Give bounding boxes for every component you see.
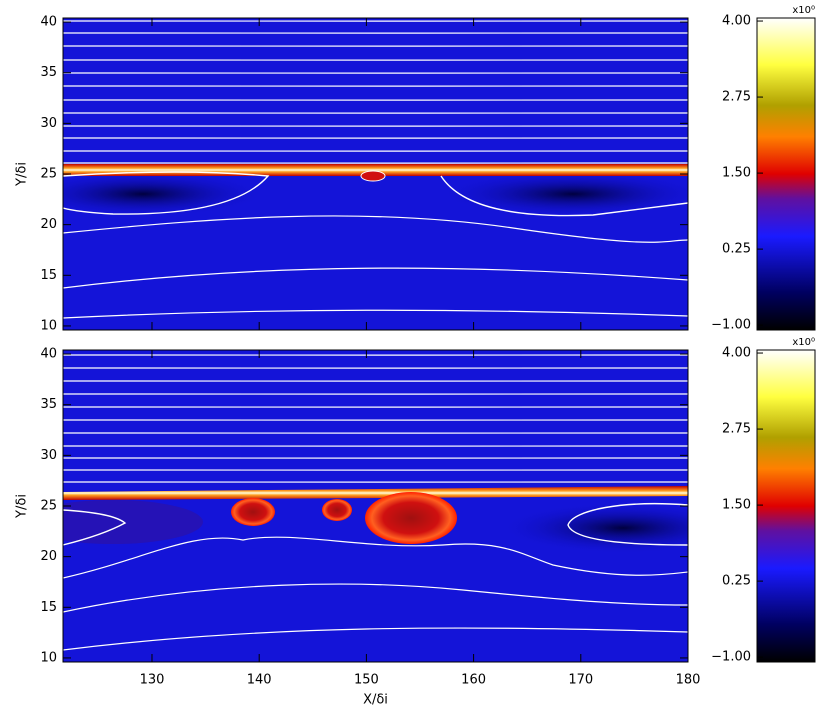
island xyxy=(443,172,688,216)
contour xyxy=(63,354,688,356)
contour xyxy=(63,125,688,127)
contour xyxy=(63,45,688,47)
y-tick-label: 40 xyxy=(40,347,57,362)
y-tick-label: 25 xyxy=(40,499,57,514)
contour xyxy=(63,406,688,408)
x-tick-label: 170 xyxy=(568,673,593,688)
field-features xyxy=(63,20,688,319)
x-tick-label: 130 xyxy=(140,673,165,688)
contour xyxy=(63,536,688,579)
colorbar-tick-label: 2.75 xyxy=(722,90,751,105)
colorbar-tick-label: 0.25 xyxy=(722,242,751,257)
colorbar-tick-label: 1.50 xyxy=(722,166,751,181)
current-sheet xyxy=(63,486,688,500)
contour xyxy=(63,171,270,215)
y-tick-label: 10 xyxy=(40,650,57,665)
y-tick-label: 30 xyxy=(40,116,57,131)
colorbar-tick-label: −1.00 xyxy=(711,318,751,333)
y-tick-label: 15 xyxy=(40,268,57,283)
contour xyxy=(63,469,688,471)
plasmoid xyxy=(322,499,352,521)
x-tick-label: 140 xyxy=(247,673,272,688)
colorbar-label: x10⁰ xyxy=(792,5,815,16)
contour xyxy=(63,137,688,139)
contour xyxy=(63,162,688,164)
colorbar xyxy=(756,349,816,663)
plasmoid xyxy=(231,498,275,526)
field-features xyxy=(63,354,688,651)
y-tick-label: 15 xyxy=(40,600,57,615)
contour xyxy=(63,509,127,546)
contour xyxy=(63,583,688,613)
y-tick-label: 20 xyxy=(40,217,57,232)
contour xyxy=(63,99,688,101)
colorbar-tick-label: −1.00 xyxy=(711,650,751,665)
contour xyxy=(63,432,688,434)
colorbar xyxy=(756,17,816,331)
contour xyxy=(63,309,688,319)
colorbar-tick-label: 1.50 xyxy=(722,498,751,513)
contour xyxy=(63,481,688,483)
y-tick-label: 35 xyxy=(40,65,57,80)
y-tick-label: 35 xyxy=(40,397,57,412)
contour xyxy=(63,32,688,34)
heatmap xyxy=(63,18,688,330)
colorbar-tick-label: 4.00 xyxy=(722,14,751,29)
y-axis-label: Y/δi xyxy=(15,162,30,187)
colorbar-tick-label: 0.25 xyxy=(722,574,751,589)
x-tick-label: 150 xyxy=(354,673,379,688)
contour xyxy=(63,59,688,61)
contour xyxy=(63,627,688,651)
contour xyxy=(567,503,688,546)
contour xyxy=(63,20,688,22)
island xyxy=(63,172,263,216)
contour xyxy=(440,175,688,217)
y-tick-label: 20 xyxy=(40,549,57,564)
island xyxy=(63,500,203,544)
contour xyxy=(63,85,688,87)
contour xyxy=(63,367,688,369)
contour xyxy=(63,112,688,114)
plasmoid xyxy=(365,492,457,544)
y-tick-label: 10 xyxy=(40,318,57,333)
colorbar-tick-label: 4.00 xyxy=(722,346,751,361)
contour xyxy=(63,150,688,152)
contour xyxy=(63,393,688,395)
x-tick-label: 180 xyxy=(676,673,701,688)
y-tick-label: 30 xyxy=(40,448,57,463)
y-axis-label: Y/δi xyxy=(15,494,30,519)
contour xyxy=(63,267,688,289)
island xyxy=(503,503,688,553)
contour xyxy=(63,445,688,447)
contour xyxy=(63,457,688,459)
contour xyxy=(63,380,688,382)
colorbar-tick-label: 2.75 xyxy=(722,422,751,437)
contour xyxy=(63,419,688,421)
x-axis-label: X/δi xyxy=(363,693,388,708)
contour xyxy=(63,72,688,74)
y-tick-label: 25 xyxy=(40,167,57,182)
colorbar-label: x10⁰ xyxy=(792,337,815,348)
heatmap xyxy=(63,350,688,662)
y-tick-label: 40 xyxy=(40,15,57,30)
island xyxy=(360,170,386,182)
contour xyxy=(63,215,688,243)
x-tick-label: 160 xyxy=(461,673,486,688)
